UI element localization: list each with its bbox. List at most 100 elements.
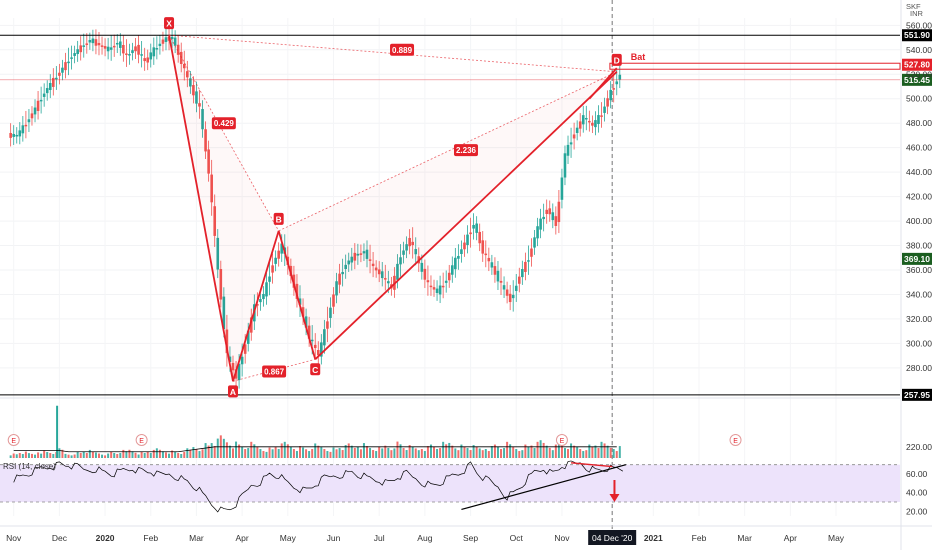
volume-bar [551,450,554,458]
volume-bar [539,440,542,458]
volume-bar [271,449,274,458]
volume-bar [560,445,563,458]
candle-body [97,42,101,46]
volume-bar [402,448,405,458]
candle-body [344,264,347,270]
candle-body [91,38,95,44]
volume-bar [451,445,454,458]
candle-body [454,257,457,270]
volume-bar [146,451,149,458]
volume-bar [350,445,353,458]
volume-bar [362,443,365,458]
candle-body [472,224,475,229]
pattern-point-badge [273,212,284,225]
candle-body [45,88,49,94]
volume-bar [40,453,43,458]
volume-bar [317,445,320,458]
volume-bar [195,449,198,458]
candle-body [444,280,448,283]
volume-bar [104,455,107,458]
harmonic-pattern: X A B C D Bat 0.889 0.429 0.867 2.236 [164,17,645,398]
volume-bar [289,446,292,458]
volume-bar [487,451,490,458]
pattern-leg [168,34,234,382]
level-label: 369.10 [904,254,930,264]
pattern-point-label: C [312,365,318,375]
ratio-label: 0.867 [264,368,285,377]
candle-body [380,271,384,279]
candle-body [581,115,585,125]
price-levels: 551.90 527.80 515.45 369.10 257.95 [0,29,932,401]
time-tick-label: Mar [737,533,752,543]
candle-body [51,77,55,87]
volume-bar [268,447,271,458]
volume-bar [320,447,323,458]
volume-bar [384,445,387,458]
volume-bar [67,454,70,458]
candle-body [146,57,150,63]
volume-bar [369,448,372,458]
volume-bar [152,449,155,458]
candle-body [131,50,134,54]
candle-body [466,234,469,246]
ratio-badge [262,365,287,378]
candle-body [554,216,558,226]
candle-body [219,269,223,300]
volume-bar [113,453,116,458]
candle-body [182,63,186,69]
volume-bar [235,441,238,458]
volume-bar [161,451,164,458]
volume-bar [344,445,347,458]
volume-bar [37,452,40,458]
volume-bar [612,449,615,458]
volume-bar [299,446,301,458]
volume-bar [24,451,27,458]
volume-bar [174,452,177,458]
candle-body [231,362,235,371]
volume-bar [417,450,420,458]
volume-bar [490,446,493,458]
volume-bar [570,443,573,458]
volume-bar [274,446,277,458]
candle-body [237,363,241,381]
candle-body [551,212,555,221]
time-tick-label: Feb [143,533,158,543]
candle-body [530,248,533,257]
volume-bar [12,453,15,458]
pattern-point-badge [611,53,622,66]
candle-body [420,262,424,272]
volume-bar [542,442,545,458]
candle-body [42,93,46,97]
pattern-point-label: X [166,19,172,29]
candle-body [61,67,64,73]
volume-bar [500,449,503,458]
candle-body [402,250,405,255]
candle-body [578,121,582,129]
rsi-band [0,464,900,502]
time-tick-label: Nov [6,533,22,543]
ratio-badge [211,117,236,130]
volume-bar [503,448,506,458]
candle-body [55,77,58,80]
volume-bar [134,452,137,458]
volume-bar [326,451,329,458]
price-tick-label: 520.00 [906,69,932,79]
candle-body [490,262,494,268]
volume-bar [283,441,286,458]
candle-body [186,71,189,78]
volume-bar [579,449,582,458]
candle-body [48,82,52,91]
pattern-ratio-line [168,34,280,232]
candle-body [353,252,357,261]
candle-body [615,81,619,85]
candle-body [323,329,326,346]
volume-bar [46,452,49,458]
candle-body [493,266,497,275]
candle-body [362,251,366,254]
level-badge [902,73,932,86]
volume-bar [366,446,369,458]
volume-bar [79,453,82,458]
candle-body [240,356,244,365]
volume-bar [15,454,18,458]
